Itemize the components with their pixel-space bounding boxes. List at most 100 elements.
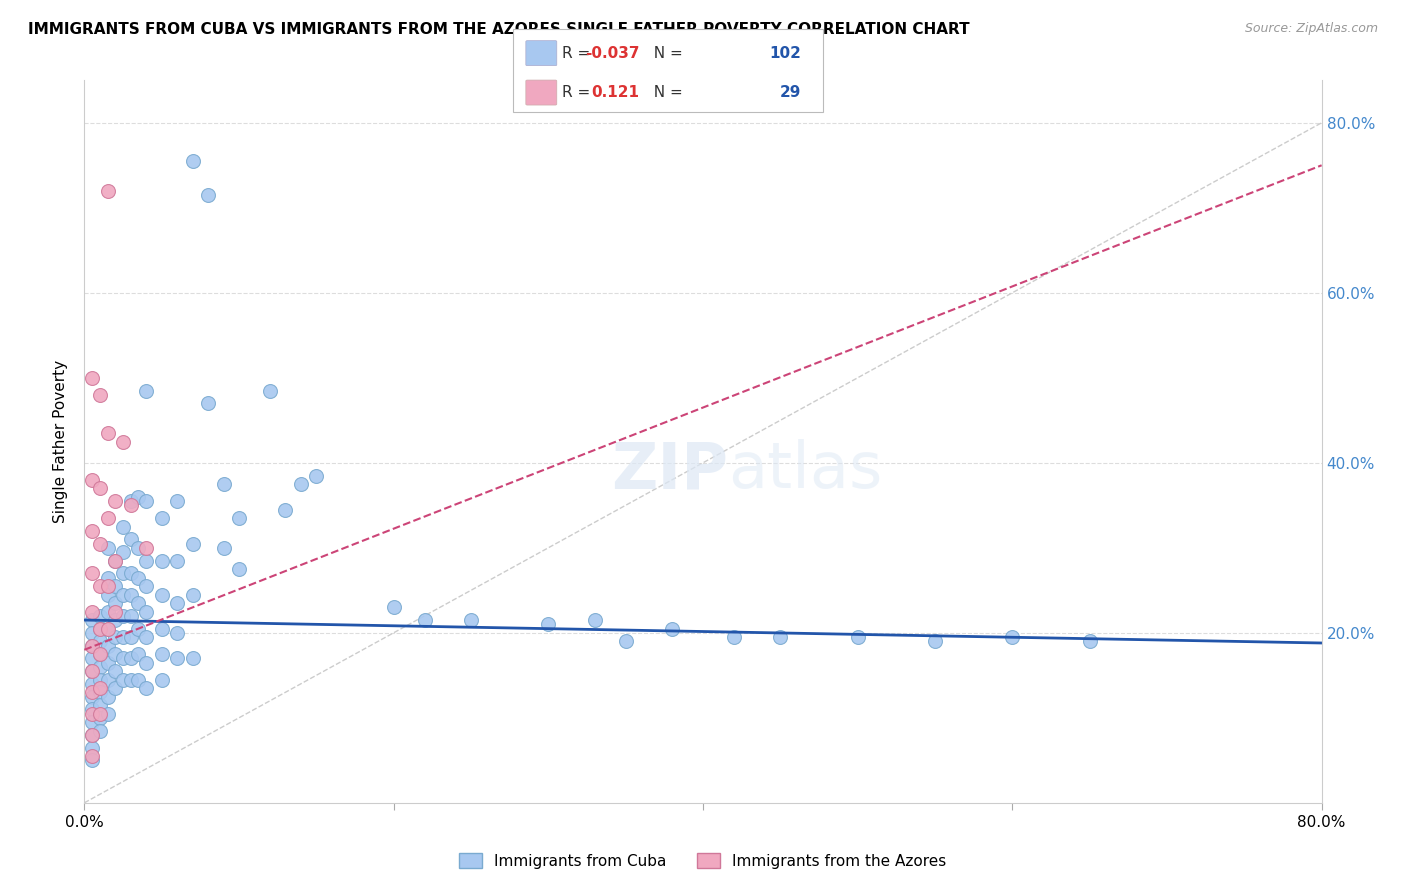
Point [89,647,111,661]
Point [89,673,111,687]
Point [89,685,111,699]
Point [127,570,149,584]
Point [82,685,104,699]
Point [112,630,135,644]
Point [661,622,683,636]
Point [112,651,135,665]
Point [96,605,118,619]
Point [197,396,219,410]
Point [82,566,104,581]
Point [82,371,104,385]
Point [537,617,560,632]
Text: 0.121: 0.121 [592,85,640,100]
Point [82,473,104,487]
Point [82,753,104,767]
Text: ZIP: ZIP [610,440,728,501]
Point [96,639,118,653]
Point [82,677,104,691]
Point [82,728,104,742]
Point [120,608,142,623]
Point [89,579,111,593]
Point [228,511,250,525]
Point [127,673,149,687]
Text: N =: N = [644,85,688,100]
Point [212,541,235,555]
Point [166,596,188,610]
Point [150,647,173,661]
Point [112,608,135,623]
Point [82,605,104,619]
Point [120,630,142,644]
Point [614,634,637,648]
Text: N =: N = [644,45,688,61]
Point [89,706,111,721]
Point [82,749,104,764]
Text: R =: R = [562,85,596,100]
Point [82,664,104,678]
Point [166,625,188,640]
Point [1001,630,1024,644]
Point [150,511,173,525]
Point [150,553,173,567]
Point [135,656,157,670]
Point [104,494,127,508]
Point [1078,634,1101,648]
Point [104,605,127,619]
Point [723,630,745,644]
Text: 102: 102 [769,45,801,61]
Point [96,184,118,198]
Point [382,600,405,615]
Point [82,613,104,627]
Point [259,384,281,398]
Point [104,613,127,627]
Point [104,647,127,661]
Point [104,681,127,695]
Point [89,388,111,402]
Point [89,723,111,738]
Point [166,494,188,508]
Point [181,536,204,550]
Point [112,673,135,687]
Point [120,494,142,508]
Point [104,664,127,678]
Point [150,622,173,636]
Text: IMMIGRANTS FROM CUBA VS IMMIGRANTS FROM THE AZORES SINGLE FATHER POVERTY CORRELA: IMMIGRANTS FROM CUBA VS IMMIGRANTS FROM … [28,22,970,37]
Point [127,541,149,555]
Point [135,579,157,593]
Point [135,630,157,644]
Point [89,608,111,623]
Text: -0.037: -0.037 [585,45,640,61]
Point [769,630,792,644]
Point [112,588,135,602]
Point [212,477,235,491]
Point [112,519,135,533]
Point [89,647,111,661]
Point [112,566,135,581]
Point [82,625,104,640]
Point [135,553,157,567]
Point [104,596,127,610]
Point [181,154,204,169]
Text: atlas: atlas [728,440,882,501]
Text: R =: R = [562,45,596,61]
Point [82,706,104,721]
Point [150,588,173,602]
Point [96,622,118,636]
Point [89,698,111,712]
Point [82,524,104,538]
Point [82,690,104,704]
Point [135,541,157,555]
Point [228,562,250,576]
Point [96,511,118,525]
Point [104,579,127,593]
Point [82,639,104,653]
Point [96,673,118,687]
Point [96,570,118,584]
Point [89,681,111,695]
Point [89,711,111,725]
Legend: Immigrants from Cuba, Immigrants from the Azores: Immigrants from Cuba, Immigrants from th… [453,847,953,875]
Point [290,477,312,491]
Point [127,647,149,661]
Point [127,596,149,610]
Point [82,702,104,716]
